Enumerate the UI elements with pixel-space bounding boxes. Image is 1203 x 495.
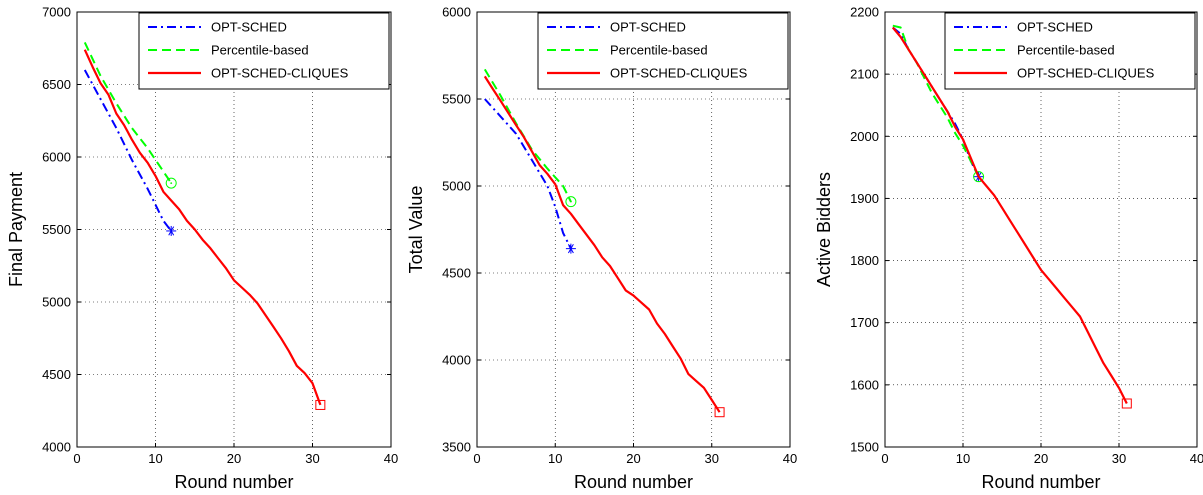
y-tick-label: 7000 <box>42 5 71 20</box>
y-axis-label: Final Payment <box>6 172 26 287</box>
y-tick-label: 1700 <box>850 315 879 330</box>
x-tick-label: 30 <box>705 451 719 466</box>
legend-label-3: OPT-SCHED-CLIQUES <box>1017 66 1155 81</box>
legend: OPT-SCHED Percentile-based OPT-SCHED-CLIQU… <box>537 12 789 90</box>
legend-label-3: OPT-SCHED-CLIQUES <box>211 66 349 81</box>
y-tick-label: 6000 <box>442 5 471 20</box>
y-axis-label: Total Value <box>406 186 426 274</box>
series-line-2 <box>892 24 980 178</box>
y-tick-label: 5000 <box>42 295 71 310</box>
series-line-2 <box>83 41 173 184</box>
y-tick-label: 1900 <box>850 191 879 206</box>
x-tick-label: 20 <box>626 451 640 466</box>
x-tick-label: 0 <box>881 451 888 466</box>
legend-label-2: Percentile-based <box>211 43 309 58</box>
x-tick-label: 20 <box>1034 451 1048 466</box>
legend-label-1: OPT-SCHED <box>1017 20 1093 35</box>
legend: OPT-SCHED Percentile-based OPT-SCHED-CLIQU… <box>138 12 390 90</box>
x-axis-label: Round number <box>981 472 1100 492</box>
legend-label-1: OPT-SCHED <box>211 20 287 35</box>
legend-label-2: Percentile-based <box>1017 43 1115 58</box>
y-tick-label: 5000 <box>442 179 471 194</box>
x-tick-label: 40 <box>384 451 398 466</box>
y-tick-label: 2000 <box>850 129 879 144</box>
end-marker-asterisk <box>166 225 177 236</box>
end-marker-square <box>1121 398 1132 409</box>
series-line-3 <box>483 75 721 413</box>
series-line-1 <box>83 69 172 232</box>
x-tick-label: 10 <box>148 451 162 466</box>
y-tick-label: 2200 <box>850 5 879 20</box>
chart-panel-1: 0 10 20 30 40 4000 4500 5000 5500 6000 6500 7000 Rou… <box>6 5 398 493</box>
x-tick-label: 40 <box>783 451 797 466</box>
y-tick-label: 4000 <box>442 353 471 368</box>
legend-label-1: OPT-SCHED <box>610 20 686 35</box>
y-tick-label: 2100 <box>850 67 879 82</box>
y-tick-label: 5500 <box>442 92 471 107</box>
y-tick-label: 6500 <box>42 77 71 92</box>
x-tick-label: 30 <box>1112 451 1126 466</box>
y-tick-label: 4000 <box>42 440 71 455</box>
y-tick-label: 5500 <box>42 222 71 237</box>
x-tick-label: 0 <box>73 451 80 466</box>
series-line-3 <box>891 26 1128 404</box>
x-tick-label: 0 <box>473 451 480 466</box>
y-tick-label: 6000 <box>42 150 71 165</box>
y-tick-label: 4500 <box>42 367 71 382</box>
y-tick-label: 4500 <box>442 266 471 281</box>
chart-panel-2: 0 10 20 30 40 3500 4000 4500 5000 5500 6000 Round n… <box>406 5 797 493</box>
x-tick-label: 30 <box>305 451 319 466</box>
chart-panel-3: 0 10 20 30 40 1500 1600 1700 1800 1900 2000 2100 220… <box>814 5 1203 493</box>
x-tick-label: 20 <box>227 451 241 466</box>
x-tick-label: 10 <box>956 451 970 466</box>
x-axis-label: Round number <box>174 472 293 492</box>
end-marker-square <box>714 407 725 418</box>
end-marker-asterisk <box>565 243 576 254</box>
end-marker-circle <box>165 177 177 189</box>
series-line-3 <box>83 49 322 406</box>
y-tick-label: 3500 <box>442 440 471 455</box>
end-marker-square <box>315 399 326 410</box>
y-axis-label: Active Bidders <box>814 172 834 287</box>
y-tick-label: 1500 <box>850 440 879 455</box>
legend-label-3: OPT-SCHED-CLIQUES <box>610 66 748 81</box>
x-axis-label: Round number <box>574 472 693 492</box>
x-tick-label: 10 <box>548 451 562 466</box>
series-line-1 <box>484 98 572 250</box>
y-tick-label: 1600 <box>850 377 879 392</box>
legend-label-2: Percentile-based <box>610 43 708 58</box>
legend: OPT-SCHED Percentile-based OPT-SCHED-CLIQU… <box>944 12 1196 90</box>
y-tick-label: 1800 <box>850 253 879 268</box>
x-tick-label: 40 <box>1190 451 1203 466</box>
end-marker-circle <box>565 196 577 208</box>
